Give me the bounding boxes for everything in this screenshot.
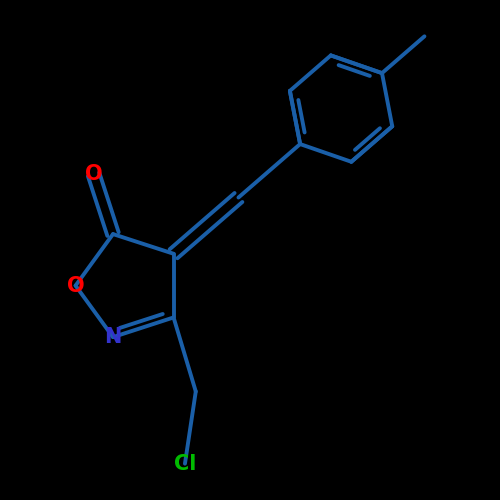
Text: N: N <box>104 327 122 347</box>
Text: O: O <box>67 276 84 295</box>
Text: O: O <box>85 164 102 184</box>
Text: Cl: Cl <box>174 454 196 473</box>
